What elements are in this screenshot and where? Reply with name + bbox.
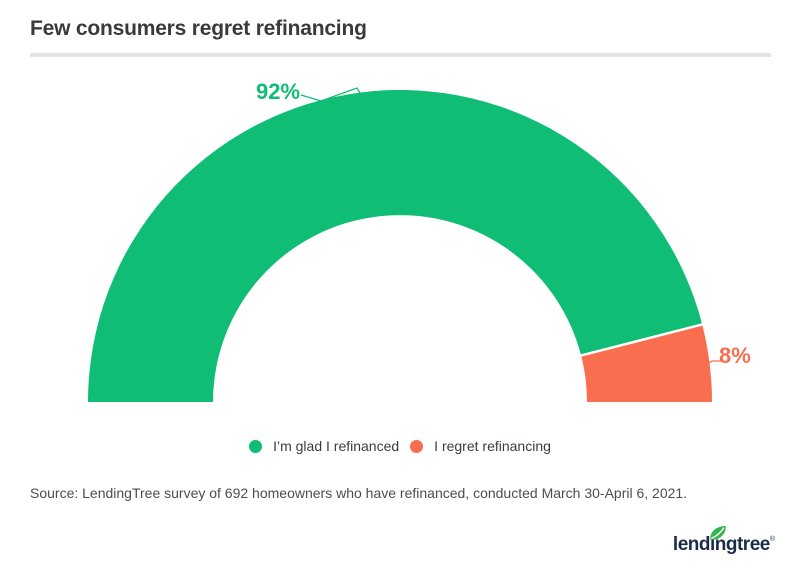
donut-slices [88,89,712,402]
value-label-regret: 8% [719,343,751,368]
title-divider [30,53,771,57]
slice-separator [579,322,704,357]
leader-line-92 [300,87,361,102]
legend-item-glad: I’m glad I refinanced [249,438,399,455]
legend-dot-green-icon [249,440,263,453]
registered-trademark: ® [769,536,775,543]
chart-title: Few consumers regret refinancing [30,17,367,40]
leaf-icon [710,526,726,540]
legend-label-glad: I’m glad I refinanced [273,438,400,454]
legend-label-regret: I regret refinancing [434,438,551,454]
legend-item-regret: I regret refinancing [410,438,551,455]
donut-slice-1 [581,324,712,402]
logo-wordmark: lendingtree [672,534,770,555]
value-label-glad: 92% [256,79,301,104]
chart-legend: I’m glad I refinanced I regret refinanci… [0,438,800,455]
lendingtree-logo: lendingtree® [672,526,775,559]
donut-slice-0 [88,89,703,402]
source-attribution: Source: LendingTree survey of 692 homeow… [30,485,688,501]
legend-dot-orange-icon [410,440,424,453]
